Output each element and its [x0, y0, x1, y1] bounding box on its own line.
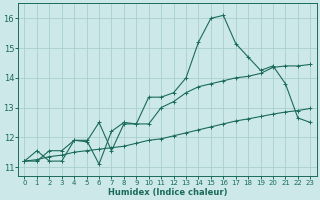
- X-axis label: Humidex (Indice chaleur): Humidex (Indice chaleur): [108, 188, 227, 197]
